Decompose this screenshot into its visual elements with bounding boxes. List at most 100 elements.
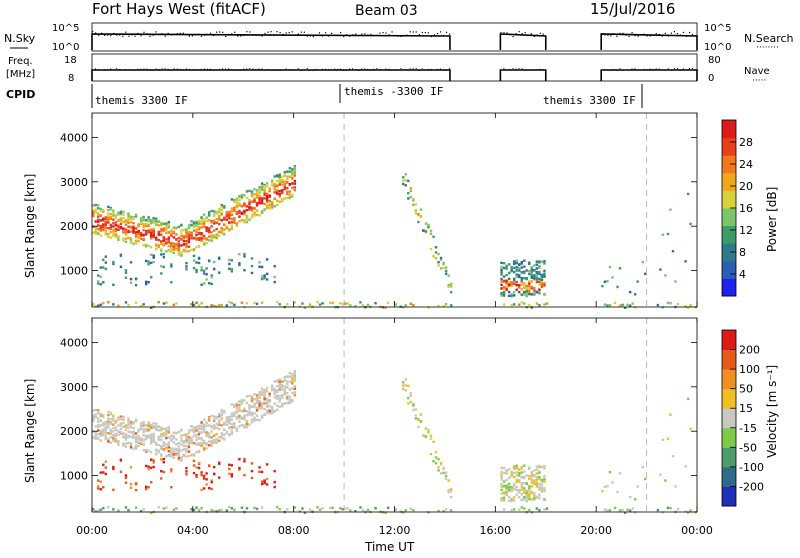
velocity-echo — [149, 434, 153, 437]
power-echo — [412, 199, 415, 202]
power-echo — [260, 301, 264, 304]
velocity-echo — [192, 454, 196, 457]
power-echo — [235, 222, 239, 225]
power-echo — [230, 225, 234, 229]
velocity-echo — [124, 506, 128, 509]
velocity-echo — [142, 420, 145, 424]
velocity-echo — [139, 510, 143, 513]
nsearch-point — [173, 33, 175, 35]
power-echo — [417, 220, 420, 224]
power-echo — [354, 304, 357, 308]
power-echo — [288, 182, 292, 186]
nsearch-point — [688, 31, 691, 34]
nave-point — [430, 68, 432, 70]
velocity-echo — [142, 508, 145, 511]
velocity-echo — [152, 422, 155, 425]
power-echo — [512, 262, 516, 266]
power-echo — [502, 275, 506, 278]
power-echo — [134, 231, 138, 234]
velocity-echo — [235, 404, 239, 407]
velocity-echo — [147, 424, 150, 428]
velocity-echo — [260, 506, 264, 509]
velocity-echo — [512, 482, 516, 486]
nsearch-point — [209, 32, 212, 34]
power-echo — [220, 213, 223, 216]
nsearch-point — [415, 31, 417, 33]
power-echo — [202, 272, 206, 275]
power-echo — [265, 192, 269, 196]
power-echo — [502, 279, 506, 283]
velocity-echo — [114, 440, 118, 444]
power-echo — [134, 242, 138, 245]
nave-point — [255, 68, 257, 70]
velocity-echo — [449, 487, 453, 491]
power-echo — [97, 218, 100, 222]
nsearch-point — [364, 33, 366, 35]
velocity-echo — [636, 485, 639, 488]
power-echo — [185, 231, 188, 235]
power-echo — [442, 262, 445, 266]
velocity-echo — [207, 464, 211, 468]
nsearch-point — [182, 32, 184, 34]
velocity-echo — [260, 401, 264, 405]
nave-point — [270, 69, 272, 71]
power-echo — [543, 282, 546, 285]
nave-point — [110, 68, 112, 70]
power-echo — [286, 303, 289, 306]
velocity-echo — [218, 509, 221, 512]
nsearch-point — [424, 32, 426, 34]
velocity-echo — [422, 434, 425, 437]
cpid-strip: CPID themis 3300 IF themis -3300 IF them… — [6, 84, 643, 108]
velocity-echo — [129, 435, 133, 438]
nsearch-point — [676, 32, 679, 35]
nave-point — [276, 69, 278, 71]
nsearch-point — [282, 33, 284, 36]
colorbar-swatch — [722, 172, 736, 191]
velocity-echo — [281, 385, 284, 388]
velocity-echo — [102, 486, 105, 489]
velocity-echo — [195, 473, 198, 477]
power-echo — [205, 242, 208, 245]
velocity-echo — [235, 429, 239, 433]
power-echo — [533, 289, 536, 292]
power-echo — [220, 230, 223, 234]
velocity-echo — [202, 448, 206, 451]
velocity-echo — [160, 477, 163, 480]
power-echo — [104, 216, 108, 219]
velocity-echo — [132, 447, 135, 450]
velocity-echo — [245, 422, 249, 426]
power-echo — [228, 228, 231, 231]
nave-point — [337, 68, 339, 70]
nsky-panel: N.Sky 10^5 10^0 10^5 10^0 N.Search ·····… — [4, 22, 794, 53]
velocity-echo — [127, 422, 130, 426]
power-echo — [187, 230, 191, 234]
velocity-echo — [147, 434, 150, 437]
nsearch-point — [394, 35, 396, 37]
power-echo — [230, 224, 234, 227]
power-echo — [515, 262, 518, 265]
power-echo — [288, 166, 292, 170]
velocity-echo — [94, 408, 97, 412]
nave-point — [682, 68, 684, 70]
nave-point — [385, 68, 387, 70]
velocity-echo — [321, 507, 324, 510]
velocity-echo — [162, 444, 165, 447]
nsearch-point — [222, 31, 224, 33]
freq-label-line1: Freq. — [8, 56, 33, 67]
velocity-echo — [528, 490, 531, 493]
nsearch-point — [216, 31, 218, 33]
velocity-echo — [258, 399, 261, 403]
power-echo — [122, 227, 125, 230]
velocity-echo — [117, 416, 120, 419]
velocity-echo — [603, 485, 607, 488]
velocity-echo — [180, 456, 183, 460]
power-echo — [404, 304, 407, 307]
nsearch-point — [155, 31, 157, 33]
velocity-colorbar-label: Velocity [m s⁻¹] — [765, 365, 779, 458]
power-echo — [283, 185, 286, 189]
power-echo — [248, 218, 251, 221]
velocity-echo — [449, 490, 453, 493]
nave-point — [294, 69, 296, 71]
power-echo — [147, 263, 150, 266]
power-echo — [407, 179, 410, 183]
